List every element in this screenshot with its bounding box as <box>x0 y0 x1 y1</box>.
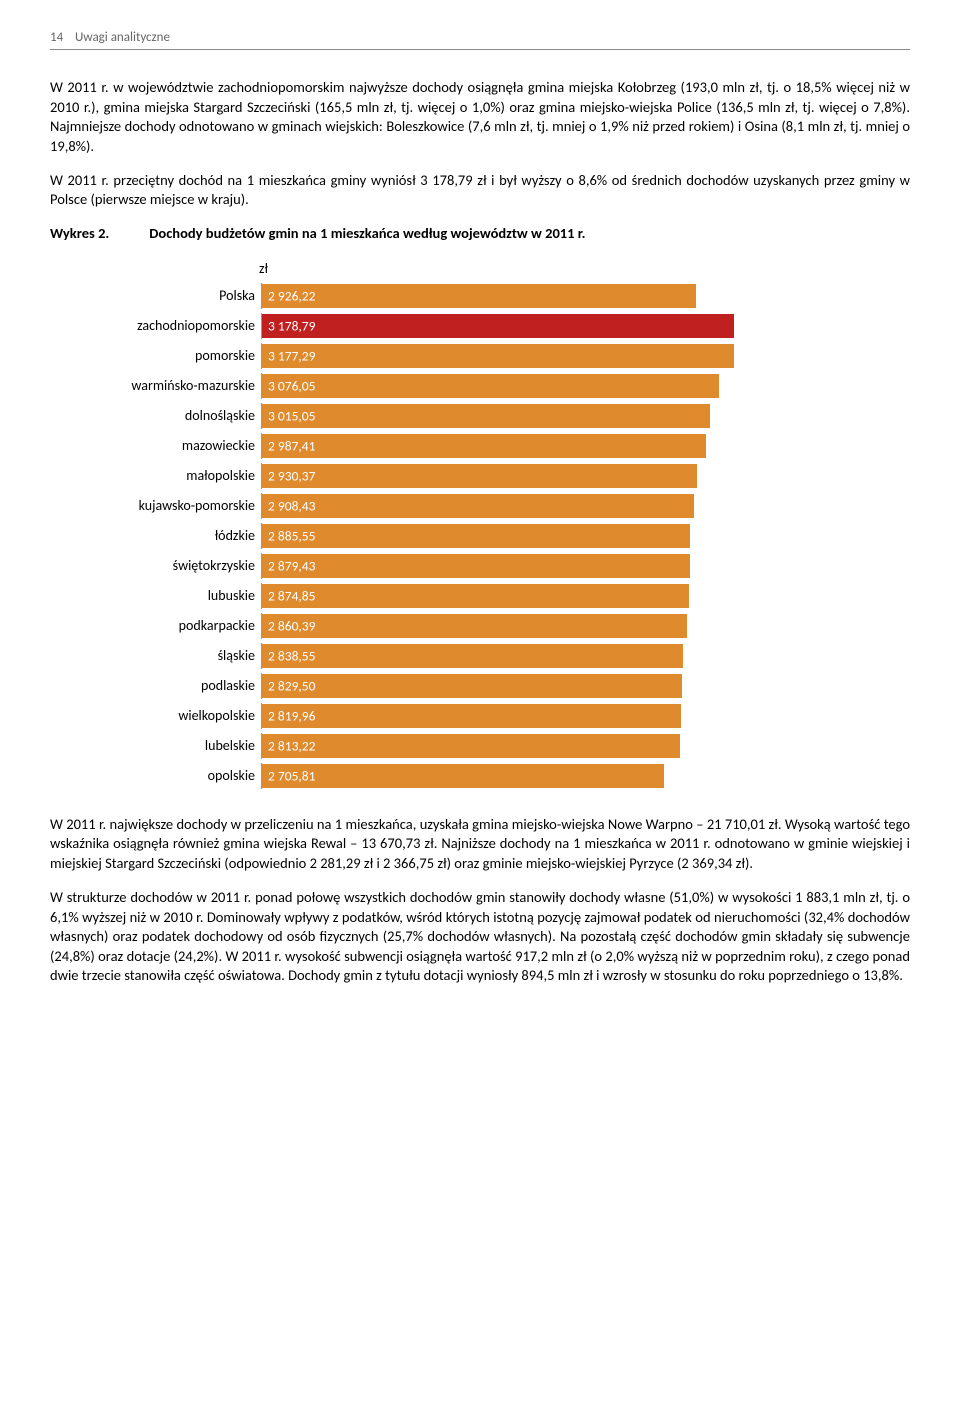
bar-row: podkarpackie 2 860,39 <box>90 613 910 639</box>
bar-label: warmińsko-mazurskie <box>90 377 261 394</box>
bar-row: opolskie 2 705,81 <box>90 763 910 789</box>
bar-row: kujawsko-pomorskie 2 908,43 <box>90 493 910 519</box>
bar-value: 2 879,43 <box>268 557 315 574</box>
bar-fill: 3 015,05 <box>262 404 710 428</box>
bar-fill: 2 930,37 <box>262 464 697 488</box>
bar-fill: 3 177,29 <box>262 344 734 368</box>
bar-fill: 2 874,85 <box>262 584 689 608</box>
bar-value: 2 908,43 <box>268 497 315 514</box>
bar-fill: 2 908,43 <box>262 494 694 518</box>
bar-value: 2 874,85 <box>268 587 315 604</box>
bar-value: 3 015,05 <box>268 407 315 424</box>
page-number: 14 <box>50 30 63 45</box>
paragraph-3: W 2011 r. największe dochody w przelicze… <box>50 815 910 874</box>
bar-row: Polska 2 926,22 <box>90 283 910 309</box>
bar-value: 2 838,55 <box>268 647 315 664</box>
bar-row: podlaskie 2 829,50 <box>90 673 910 699</box>
bar-track: 2 860,39 <box>261 613 752 639</box>
section-title: Uwagi analityczne <box>75 30 170 45</box>
bar-label: lubelskie <box>90 737 261 754</box>
bar-track: 2 908,43 <box>261 493 752 519</box>
bar-value: 2 930,37 <box>268 467 315 484</box>
bar-row: łódzkie 2 885,55 <box>90 523 910 549</box>
bar-fill: 2 819,96 <box>262 704 681 728</box>
bar-label: kujawsko-pomorskie <box>90 497 261 514</box>
bar-chart: zł Polska 2 926,22 zachodniopomorskie 3 178… <box>90 260 910 789</box>
paragraph-4: W strukturze dochodów w 2011 r. ponad po… <box>50 888 910 986</box>
bar-track: 2 926,22 <box>261 283 752 309</box>
bar-track: 2 838,55 <box>261 643 752 669</box>
bar-track: 2 705,81 <box>261 763 752 789</box>
chart-title: Dochody budżetów gmin na 1 mieszkańca we… <box>149 224 585 242</box>
bar-fill: 2 860,39 <box>262 614 687 638</box>
bar-track: 2 874,85 <box>261 583 752 609</box>
bar-fill: 2 838,55 <box>262 644 683 668</box>
bar-value: 2 705,81 <box>268 767 315 784</box>
bar-fill: 2 987,41 <box>262 434 706 458</box>
chart-title-row: Wykres 2. Dochody budżetów gmin na 1 mie… <box>50 224 910 242</box>
bar-fill: 3 076,05 <box>262 374 719 398</box>
bar-track: 2 819,96 <box>261 703 752 729</box>
bar-row: świętokrzyskie 2 879,43 <box>90 553 910 579</box>
bar-value: 2 987,41 <box>268 437 315 454</box>
bar-label: małopolskie <box>90 467 261 484</box>
chart-unit: zł <box>255 260 268 277</box>
bar-row: dolnośląskie 3 015,05 <box>90 403 910 429</box>
bar-value: 2 813,22 <box>268 737 315 754</box>
bar-row: zachodniopomorskie 3 178,79 <box>90 313 910 339</box>
bar-label: Polska <box>90 287 261 304</box>
page-header: 14 Uwagi analityczne <box>50 30 910 50</box>
bar-value: 3 177,29 <box>268 347 315 364</box>
bar-fill: 2 705,81 <box>262 764 664 788</box>
bar-track: 2 987,41 <box>261 433 752 459</box>
bar-track: 3 015,05 <box>261 403 752 429</box>
bar-fill: 2 879,43 <box>262 554 690 578</box>
paragraph-1: W 2011 r. w województwie zachodniopomors… <box>50 78 910 156</box>
bar-value: 2 829,50 <box>268 677 315 694</box>
bar-value: 2 885,55 <box>268 527 315 544</box>
bar-row: wielkopolskie 2 819,96 <box>90 703 910 729</box>
chart-label: Wykres 2. <box>50 224 109 242</box>
bar-fill: 3 178,79 <box>262 314 734 338</box>
bar-value: 2 860,39 <box>268 617 315 634</box>
bar-value: 3 178,79 <box>268 317 315 334</box>
bar-track: 2 813,22 <box>261 733 752 759</box>
bar-track: 3 076,05 <box>261 373 752 399</box>
bar-row: śląskie 2 838,55 <box>90 643 910 669</box>
bar-label: podkarpackie <box>90 617 261 634</box>
bar-track: 2 885,55 <box>261 523 752 549</box>
bar-row: mazowieckie 2 987,41 <box>90 433 910 459</box>
bar-label: śląskie <box>90 647 261 664</box>
bar-row: pomorskie 3 177,29 <box>90 343 910 369</box>
bar-label: świętokrzyskie <box>90 557 261 574</box>
bar-label: mazowieckie <box>90 437 261 454</box>
bar-fill: 2 813,22 <box>262 734 680 758</box>
bar-row: warmińsko-mazurskie 3 076,05 <box>90 373 910 399</box>
bar-label: wielkopolskie <box>90 707 261 724</box>
bar-row: lubuskie 2 874,85 <box>90 583 910 609</box>
bar-track: 2 879,43 <box>261 553 752 579</box>
bar-track: 2 829,50 <box>261 673 752 699</box>
bar-label: łódzkie <box>90 527 261 544</box>
bar-value: 2 819,96 <box>268 707 315 724</box>
bar-label: lubuskie <box>90 587 261 604</box>
bar-fill: 2 885,55 <box>262 524 690 548</box>
bar-label: podlaskie <box>90 677 261 694</box>
bar-track: 3 177,29 <box>261 343 752 369</box>
bar-label: pomorskie <box>90 347 261 364</box>
bar-value: 3 076,05 <box>268 377 315 394</box>
bar-label: dolnośląskie <box>90 407 261 424</box>
bar-track: 3 178,79 <box>261 313 752 339</box>
bar-label: zachodniopomorskie <box>90 317 261 334</box>
bar-track: 2 930,37 <box>261 463 752 489</box>
bar-value: 2 926,22 <box>268 287 315 304</box>
paragraph-2: W 2011 r. przeciętny dochód na 1 mieszka… <box>50 171 910 210</box>
bar-row: małopolskie 2 930,37 <box>90 463 910 489</box>
bar-fill: 2 926,22 <box>262 284 696 308</box>
bar-label: opolskie <box>90 767 261 784</box>
bar-fill: 2 829,50 <box>262 674 682 698</box>
bar-row: lubelskie 2 813,22 <box>90 733 910 759</box>
